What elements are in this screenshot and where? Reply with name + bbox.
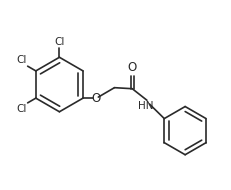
Text: Cl: Cl	[16, 104, 27, 114]
Text: Cl: Cl	[16, 55, 27, 65]
Text: HN: HN	[137, 101, 153, 111]
Text: O: O	[91, 92, 100, 105]
Text: Cl: Cl	[54, 37, 64, 47]
Text: O: O	[127, 61, 136, 74]
